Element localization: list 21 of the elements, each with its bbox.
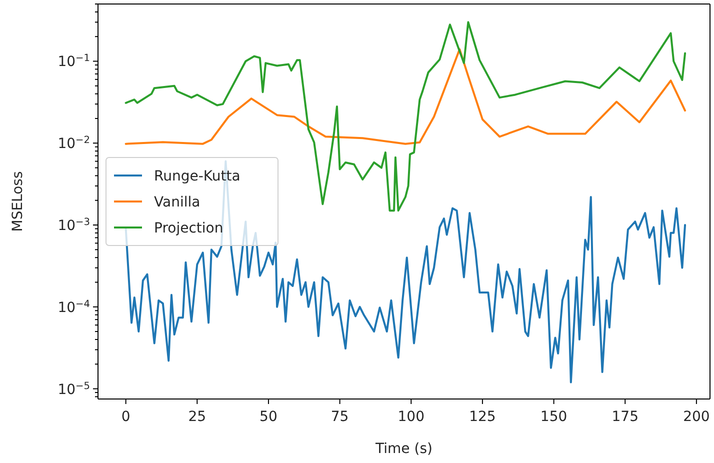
legend-label: Vanilla — [154, 194, 200, 210]
legend-label: Runge-Kutta — [154, 168, 240, 184]
y-tick-label: 10$^{−5}$ — [58, 380, 90, 398]
x-tick-label: 175 — [612, 409, 638, 425]
y-tick-label: 10$^{−3}$ — [58, 216, 90, 234]
x-tick-label: 0 — [121, 409, 130, 425]
x-tick-label: 200 — [683, 409, 710, 425]
legend-label: Projection — [154, 220, 224, 236]
y-tick-label: 10$^{−4}$ — [58, 298, 90, 316]
x-tick-label: 50 — [260, 409, 278, 425]
y-tick-label: 10$^{−2}$ — [58, 134, 90, 152]
x-tick-label: 150 — [540, 409, 568, 425]
x-tick-label: 75 — [330, 409, 349, 425]
y-tick-label: 10$^{−1}$ — [58, 52, 90, 70]
x-axis-title: Time (s) — [374, 441, 432, 457]
x-tick-label: 25 — [188, 409, 206, 425]
x-tick-label: 100 — [398, 409, 424, 425]
line-series — [124, 48, 686, 145]
x-tick-label: 125 — [469, 409, 496, 425]
line-series — [124, 21, 686, 212]
y-axis-title: MSELoss — [10, 171, 26, 232]
